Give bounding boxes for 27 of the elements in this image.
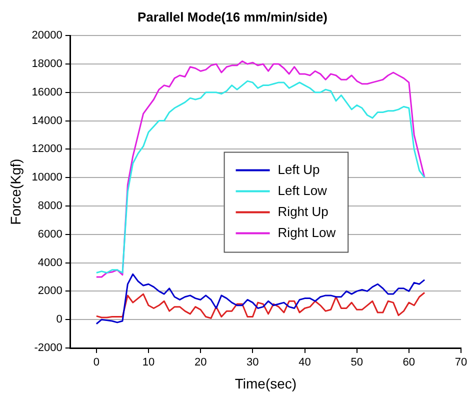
x-tick-label: 10	[142, 356, 155, 369]
y-tick-label: 2000	[38, 285, 62, 298]
x-tick-label: 40	[298, 356, 311, 369]
x-tick-label: 50	[350, 356, 363, 369]
y-tick-label: 20000	[32, 30, 62, 42]
legend-label: Left Low	[278, 182, 328, 198]
y-tick-label: 18000	[32, 58, 62, 70]
legend-label: Right Up	[278, 204, 328, 219]
x-tick-label: 60	[402, 356, 416, 369]
y-tick-label: 10000	[32, 172, 62, 184]
y-tick-label: 8000	[38, 200, 62, 212]
y-axis-title: Force(Kgf)	[7, 158, 24, 225]
legend-label: Left Up	[278, 162, 320, 177]
x-tick-label: 0	[93, 356, 100, 369]
x-tick-label: 70	[454, 356, 468, 369]
y-tick-label: 4000	[38, 256, 62, 269]
x-tick-label: 30	[246, 356, 259, 369]
x-axis-title: Time(sec)	[234, 375, 297, 392]
y-tick-label: 14000	[32, 114, 62, 127]
y-tick-label: 0	[56, 314, 62, 326]
y-tick-label: 6000	[38, 228, 62, 240]
y-tick-label: 12000	[32, 143, 62, 156]
chart-title: Parallel Mode(16 mm/min/side)	[137, 9, 328, 24]
y-tick-label: 16000	[32, 86, 62, 98]
x-tick-label: 20	[194, 356, 207, 369]
legend-label: Right Low	[278, 224, 336, 240]
y-tick-label: -2000	[34, 342, 62, 354]
